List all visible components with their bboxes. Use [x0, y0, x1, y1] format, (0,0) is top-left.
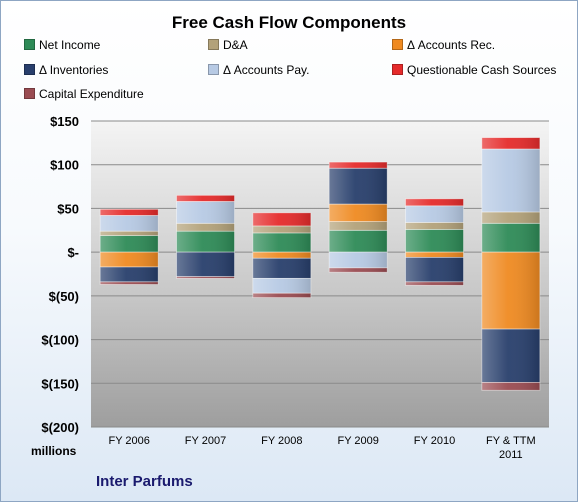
bar-segment-shading [405, 281, 464, 286]
x-axis-ticks: FY 2006 FY 2007 FY 2008 FY 2009 FY 2010 FY & … [108, 435, 535, 461]
bar-segment-shading [176, 223, 235, 232]
y-tick-label: $50 [57, 201, 79, 216]
bar-segment-shading [252, 225, 311, 233]
x-tick-label: FY 2008 [261, 435, 302, 447]
bar-segment-shading [329, 267, 388, 273]
company-name: Inter Parfums [96, 473, 193, 490]
bar-segment-shading [252, 258, 311, 279]
bar-segment-shading [405, 205, 464, 223]
y-tick-label: $(150) [41, 376, 79, 391]
bar-segment-shading [405, 257, 464, 282]
bar-segment-shading [176, 252, 235, 277]
legend-label: Questionable Cash Sources [407, 63, 557, 77]
bar-segment-shading [405, 222, 464, 230]
bar-segment-shading [405, 229, 464, 253]
bar-segment-shading [176, 201, 235, 224]
bar-segment-shading [329, 162, 388, 169]
legend-item-capex: Capital Expenditure [24, 87, 144, 101]
bar-segment-shading [329, 252, 388, 268]
bar-segment-shading [481, 382, 540, 391]
legend-item-accounts-rec: Δ Accounts Rec. [392, 38, 495, 52]
y-tick-label: $- [67, 245, 79, 260]
bar-segment-shading [100, 267, 159, 282]
y-axis-ticks: $150 $100 $50 $- $(50) $(100) $(150) $(200) [41, 114, 79, 435]
legend-label: Net Income [39, 38, 101, 52]
legend-item-questionable-cash: Questionable Cash Sources [392, 63, 556, 77]
y-tick-label: $(100) [41, 333, 79, 348]
y-tick-label: $100 [50, 158, 79, 173]
bar-segment-shading [252, 232, 311, 253]
x-tick-label: FY 2007 [185, 435, 226, 447]
bar-segment-shading [481, 252, 540, 330]
bar-segment-shading [405, 252, 464, 258]
bar-segment-shading [329, 221, 388, 231]
chart-title: Free Cash Flow Components [171, 13, 407, 32]
bar-segment-shading [405, 198, 464, 206]
bar-segment-shading [329, 230, 388, 253]
legend-item-da: D&A [208, 38, 248, 52]
bar-segment-shading [481, 137, 540, 149]
bar-segment-shading [252, 293, 311, 298]
bar-segment-shading [100, 209, 159, 216]
bar-segment-shading [252, 278, 311, 294]
legend-swatch [24, 39, 35, 50]
bar-segment-shading [100, 235, 159, 253]
y-tick-label: $(200) [41, 420, 79, 435]
y-tick-label: $150 [50, 114, 79, 129]
legend-swatch [208, 39, 219, 50]
legend-label: Δ Inventories [39, 63, 109, 77]
bar-segment-shading [176, 276, 235, 279]
bar-segment-shading [100, 252, 159, 268]
x-tick-label: FY 2006 [108, 435, 149, 447]
plot-area [91, 121, 549, 427]
bar-segment-shading [481, 211, 540, 224]
legend-swatch [24, 88, 35, 99]
bar-segment-shading [252, 212, 311, 226]
bar-segment-shading [100, 231, 159, 236]
bar-segment-shading [481, 223, 540, 253]
bar-segment-shading [252, 252, 311, 259]
legend-item-inventories: Δ Inventories [24, 63, 108, 77]
grid-lines [91, 120, 549, 428]
legend-swatch [392, 39, 403, 50]
y-tick-label: $(50) [49, 289, 79, 304]
x-tick-label: FY & TTM 2011 [486, 435, 536, 461]
units-label: millions [31, 444, 77, 458]
legend-label: D&A [223, 38, 248, 52]
legend-item-net-income: Net Income [24, 38, 100, 52]
legend-label: Δ Accounts Rec. [407, 38, 496, 52]
legend-swatch [208, 64, 219, 75]
legend-label: Capital Expenditure [39, 87, 144, 101]
bar-segment-shading [329, 204, 388, 222]
bar-segment-shading [481, 329, 540, 383]
legend-swatch [392, 64, 403, 75]
x-tick-label: FY 2010 [414, 435, 455, 447]
legend-swatch [24, 64, 35, 75]
x-tick-label: FY 2009 [337, 435, 378, 447]
legend-item-accounts-pay: Δ Accounts Pay. [208, 63, 310, 77]
bar-segment-shading [176, 195, 235, 202]
bars [99, 137, 541, 391]
bar-segment-shading [100, 215, 159, 232]
legend-label: Δ Accounts Pay. [223, 63, 310, 77]
bar-segment-shading [329, 168, 388, 205]
bar-segment-shading [481, 148, 540, 212]
bar-segment-shading [176, 231, 235, 253]
bar-segment-shading [100, 281, 159, 285]
